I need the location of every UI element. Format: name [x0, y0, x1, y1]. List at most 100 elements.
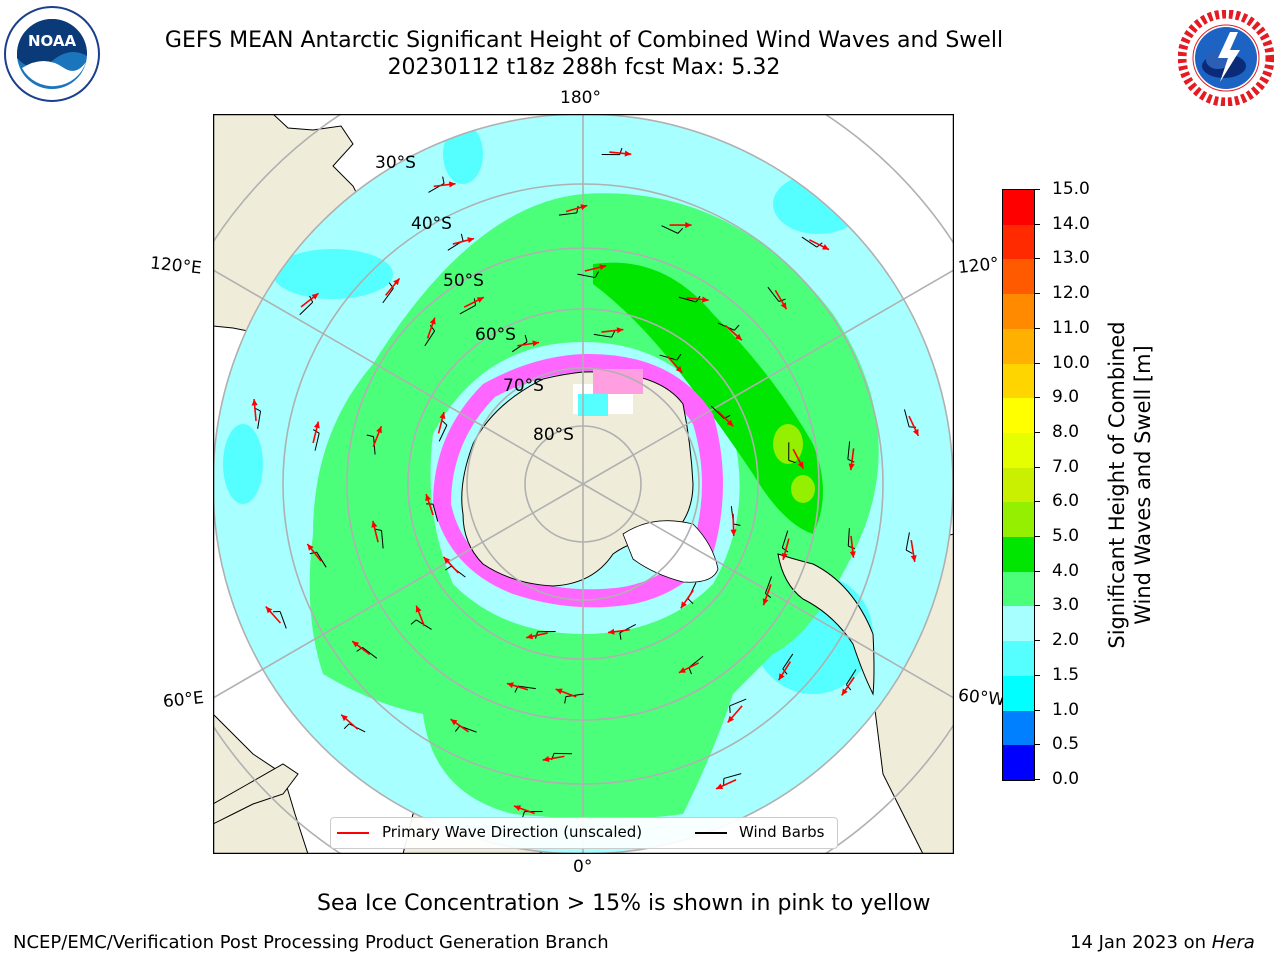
colorbar-segment [1003, 502, 1034, 538]
wave-direction-arrow [849, 535, 856, 558]
colorbar-tick-label: 5.0 [1052, 526, 1080, 547]
wind-barb [764, 576, 773, 599]
wind-barb [577, 271, 599, 279]
colorbar-tick-mark [1034, 223, 1040, 225]
wave-direction-arrow [792, 448, 805, 469]
colorbar-tick-label: 12.0 [1052, 283, 1090, 304]
wave-direction-arrow [452, 237, 475, 245]
wind-barbs-legend-label: Wind Barbs [739, 823, 825, 841]
colorbar-tick-mark [1034, 501, 1040, 503]
colorbar-tick-label: 0.5 [1052, 734, 1080, 755]
colorbar-tick-mark [1034, 744, 1040, 746]
lon-label-60e: 60°E [162, 687, 205, 713]
wave-direction-arrow [340, 714, 359, 730]
wind-barb [729, 698, 747, 713]
wind-barb [309, 551, 327, 568]
wave-direction-arrow [781, 538, 790, 561]
wave-direction-arrow [433, 181, 456, 188]
footer-machine: Hera [1211, 932, 1255, 953]
colorbar-tick-label: 15.0 [1052, 179, 1090, 199]
wave-direction-arrow [607, 628, 630, 635]
colorbar-tick-mark [1034, 709, 1040, 711]
wind-barb [273, 611, 287, 629]
wave-direction-arrow [265, 606, 282, 624]
wind-barb [845, 669, 857, 691]
noaa-logo-text: NOAA [28, 32, 77, 50]
colorbar-segment [1003, 606, 1034, 642]
lat-label-40s: 40°S [411, 214, 452, 234]
colorbar-tick-mark [1034, 605, 1040, 607]
wind-barb [688, 655, 704, 675]
colorbar-tick-mark [1034, 431, 1040, 433]
wave-direction-arrow [565, 204, 588, 213]
colorbar-tick-label: 6.0 [1052, 491, 1080, 512]
wave-direction-arrow [426, 317, 436, 339]
lat-label-30s: 30°S [375, 153, 416, 173]
wave-direction-arrow [762, 584, 772, 606]
colorbar-segment [1003, 398, 1034, 433]
colorbar-tick-mark [1034, 674, 1040, 676]
wave-direction-arrow [442, 556, 460, 574]
wave-direction-arrow [517, 340, 540, 347]
wind-barb [593, 330, 616, 338]
colorbar-tick-mark [1034, 293, 1040, 295]
wave-direction-arrow [415, 605, 426, 627]
wind-barb [788, 442, 796, 464]
wave-direction-arrow [848, 448, 855, 471]
wind-barb [723, 773, 742, 786]
colorbar-segment [1003, 710, 1034, 746]
lon-label-180: 180° [560, 88, 601, 108]
wind-barb [661, 225, 684, 234]
colorbar-tick-mark [1034, 189, 1040, 190]
wave-direction-arrow [716, 410, 734, 427]
lon-label-0: 0° [573, 857, 593, 877]
wave-direction-arrow [351, 640, 371, 656]
colorbar-label: Significant Height of Combined Wind Wave… [1104, 275, 1156, 695]
colorbar-tick-label: 10.0 [1052, 352, 1090, 373]
wind-barbs-legend-line [695, 832, 727, 834]
wave-direction-arrow [542, 755, 565, 763]
colorbar-segment [1003, 328, 1034, 364]
wave-direction-arrow [601, 327, 624, 334]
colorbar-segment [1003, 675, 1034, 711]
wave-direction-arrow [730, 513, 737, 536]
wind-barb [438, 419, 448, 442]
wave-direction-arrow [678, 662, 699, 674]
colorbar-segment [1003, 224, 1034, 260]
wave-direction-arrow [300, 292, 319, 308]
wave-direction-arrow [555, 688, 577, 698]
noaa-logo: NOAA [4, 6, 100, 102]
wave-direction-legend-label: Primary Wave Direction (unscaled) [382, 823, 643, 841]
wave-high-fill [593, 262, 823, 534]
colorbar-tick-mark [1034, 327, 1040, 329]
wind-barb [511, 334, 528, 353]
wave-direction-arrow [910, 540, 917, 563]
colorbar-tick-label: 0.0 [1052, 769, 1080, 789]
colorbar-tick-mark [1034, 397, 1040, 399]
colorbar-tick-label: 7.0 [1052, 456, 1080, 477]
wave-direction-arrow [437, 411, 446, 434]
wave-direction-legend-line [337, 832, 369, 834]
colorbar-label-line2: Wind Waves and Swell [m] [1131, 345, 1155, 625]
wave-direction-arrow [680, 589, 694, 609]
wave-direction-arrow [506, 682, 529, 691]
wave-direction-arrow [372, 425, 383, 448]
wave-direction-arrow [513, 805, 535, 815]
colorbar-tick-label: 8.0 [1052, 421, 1080, 442]
antarctic-peninsula [622, 520, 719, 583]
colorbar-tick-mark [1034, 466, 1040, 468]
colorbar-tick-label: 1.0 [1052, 699, 1080, 720]
wind-barb [905, 532, 913, 554]
madagascar-land [213, 763, 299, 825]
colorbar-tick-label: 9.0 [1052, 387, 1080, 408]
colorbar-tick-mark [1034, 536, 1040, 538]
lat-label-60s: 60°S [475, 325, 516, 345]
wave-direction-arrow [778, 661, 792, 681]
lat-label-50s: 50°S [443, 271, 484, 291]
wind-barb [374, 528, 384, 549]
footer-left: NCEP/EMC/Verification Post Processing Pr… [13, 932, 609, 953]
wind-barb [847, 441, 855, 463]
colorbar-tick-mark [1034, 258, 1040, 260]
colorbar-tick-label: 13.0 [1052, 248, 1090, 269]
colorbar-tick-label: 3.0 [1052, 595, 1080, 616]
